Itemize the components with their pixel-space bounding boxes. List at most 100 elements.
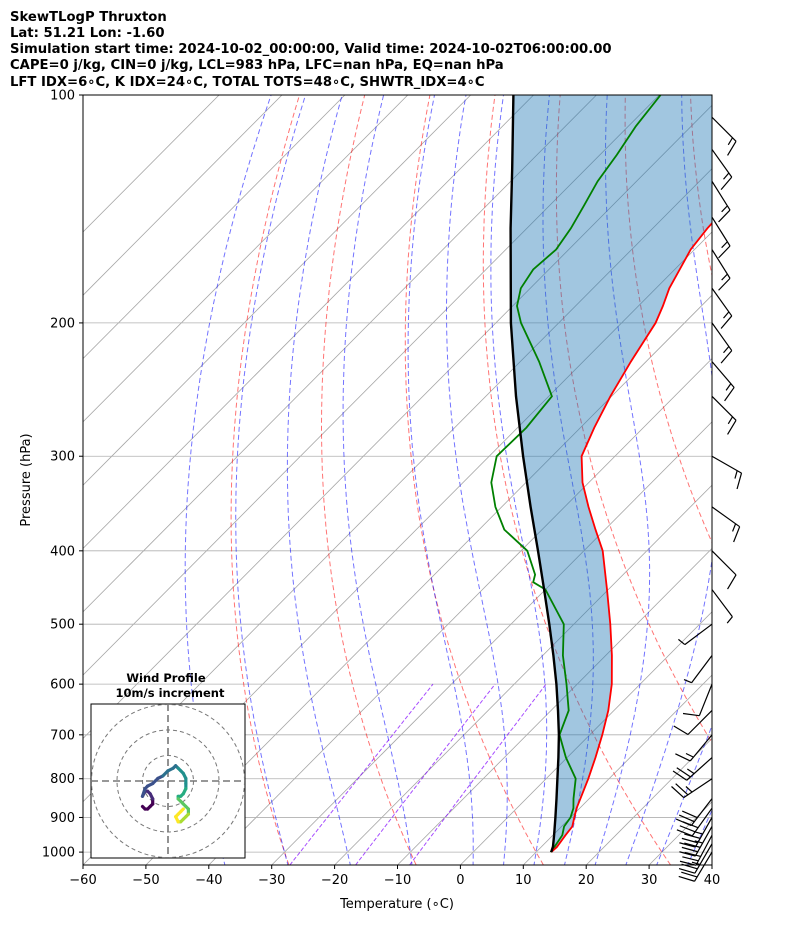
wind-barb — [672, 757, 713, 781]
isotherm-line — [83, 95, 283, 296]
dewpoint-profile-line — [490, 95, 662, 853]
y-axis-ticks: 1000 900 800 700 600 500 400 300 200 100 — [42, 89, 83, 861]
wind-barb-flag — [678, 814, 695, 823]
isotherm-line — [460, 611, 712, 865]
wind-barb-staff — [695, 834, 713, 866]
isotherm-line — [83, 95, 534, 550]
wind-barb-flag — [678, 638, 686, 646]
wind-barbs — [671, 116, 743, 882]
wind-barb-flag — [684, 833, 701, 839]
isotherm-line — [271, 421, 712, 865]
wind-barb-flag — [718, 277, 731, 291]
y-tick-label: 1000 — [42, 846, 75, 861]
wind-barb-flag — [694, 831, 703, 835]
isotherm-line — [523, 674, 712, 865]
wind-barb-flag — [679, 825, 696, 833]
wind-barb — [679, 817, 713, 848]
wind-barb — [671, 778, 713, 799]
wind-barb-flag — [736, 472, 743, 490]
wind-barb-staff — [694, 826, 713, 857]
wind-barb-flag — [684, 851, 701, 857]
wind-barb-staff — [711, 149, 733, 178]
wind-barb-flag — [678, 867, 696, 874]
wind-barb-staff — [698, 683, 713, 716]
wind-barb — [711, 455, 743, 490]
moist-adiabat-line — [625, 95, 712, 865]
wind-barb-staff — [711, 395, 737, 421]
y-tick-label: 500 — [50, 618, 75, 633]
moist-adiabat-line — [407, 95, 474, 865]
wind-barb — [711, 361, 735, 402]
title-line: LFT IDX=6∘C, K IDX=24∘C, TOTAL TOTS=48∘C… — [10, 75, 485, 90]
y-tick-label: 300 — [50, 450, 75, 465]
wind-barb-flag — [682, 856, 699, 862]
wind-barb-staff — [711, 322, 733, 351]
wind-barb — [711, 249, 731, 291]
y-tick-label: 900 — [50, 811, 75, 826]
wind-barb-flag — [720, 350, 733, 364]
isotherm-line — [334, 484, 712, 865]
x-tick-label: −60 — [69, 873, 96, 888]
wind-barb-flag — [675, 783, 689, 796]
isotherm-line — [83, 95, 409, 423]
wind-barb-flag — [727, 420, 737, 435]
x-tick-label: −50 — [132, 873, 159, 888]
cape-cin-fill — [510, 95, 712, 853]
moist-adiabat-line — [687, 808, 712, 865]
wind-barb-staff — [691, 655, 713, 684]
dry-adiabat-line — [555, 95, 712, 744]
wind-barb-staff — [711, 216, 731, 247]
wind-barb — [679, 834, 713, 866]
isotherm-line — [83, 104, 712, 739]
wind-barb-staff — [711, 287, 733, 317]
wind-barb-flag — [727, 140, 737, 156]
mixing-ratio-line — [355, 683, 496, 865]
wind-barb-flag — [720, 315, 733, 329]
moist-adiabat-line — [594, 95, 651, 865]
wind-barb-staff — [711, 506, 741, 528]
wind-barb — [675, 734, 713, 762]
wind-barb-flag — [724, 387, 735, 402]
wind-barb-flag — [718, 245, 731, 259]
x-tick-label: −10 — [384, 873, 411, 888]
y-tick-label: 600 — [50, 678, 75, 693]
wind-barb-flag — [683, 678, 692, 684]
wind-barb-flag — [671, 786, 685, 799]
wind-barb-staff — [691, 807, 713, 837]
x-axis-ticks: −60 −50 −40 −30 −20 −10 0 10 20 30 40 — [69, 865, 720, 888]
title-line: CAPE=0 j/kg, CIN=0 j/kg, LCL=983 hPa, LF… — [10, 58, 504, 73]
x-tick-label: −20 — [321, 873, 348, 888]
wind-barb-staff — [694, 817, 713, 848]
wind-barb — [682, 683, 713, 717]
wind-barb — [711, 180, 731, 223]
wind-barb-staff — [711, 116, 737, 142]
wind-barb-flag — [732, 523, 737, 532]
wind-barb-flag — [725, 383, 732, 391]
moist-adiabat-line — [184, 95, 272, 865]
title-line: Simulation start time: 2024-10-02_00:00:… — [10, 42, 612, 57]
isotherm-line — [145, 294, 712, 865]
isotherm-line — [83, 95, 346, 360]
sounding-profiles — [490, 95, 712, 853]
dry-adiabat-line — [404, 95, 544, 865]
wind-barb-staff — [684, 623, 713, 646]
hodograph-title: Wind Profile — [126, 671, 206, 685]
x-tick-label: 10 — [515, 873, 532, 888]
wind-barb-flag — [727, 137, 734, 146]
wind-barb-staff — [711, 180, 731, 211]
wind-barb-staff — [690, 798, 713, 826]
wind-barb-flag — [685, 786, 693, 793]
y-tick-label: 200 — [50, 316, 75, 331]
wind-barb-flag — [678, 875, 695, 882]
wind-barb-flag — [718, 209, 731, 223]
wind-barb-flag — [675, 753, 691, 762]
wind-barb-flag — [723, 311, 730, 319]
x-tick-label: −40 — [195, 873, 222, 888]
wind-barb-flag — [734, 470, 738, 479]
mixing-ratio-lines — [289, 683, 547, 865]
wind-barb — [711, 116, 737, 156]
wind-barb-flag — [723, 172, 730, 180]
wind-barb-staff — [711, 550, 737, 576]
wind-barb-staff — [689, 734, 713, 762]
